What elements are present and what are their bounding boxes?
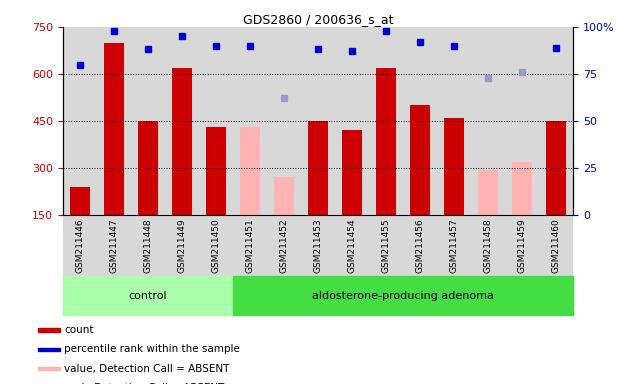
Bar xyxy=(206,127,226,215)
Bar xyxy=(199,27,233,215)
Text: GSM211457: GSM211457 xyxy=(450,218,459,273)
Text: GSM211451: GSM211451 xyxy=(246,218,255,273)
Text: GSM211449: GSM211449 xyxy=(178,218,186,273)
Bar xyxy=(437,27,471,215)
Bar xyxy=(505,27,539,215)
Bar xyxy=(376,68,396,215)
Bar xyxy=(131,27,165,215)
Text: rank, Detection Call = ABSENT: rank, Detection Call = ABSENT xyxy=(64,383,225,384)
Bar xyxy=(38,328,60,332)
Bar xyxy=(38,367,60,371)
Bar xyxy=(172,68,192,215)
Bar xyxy=(512,162,532,215)
Bar xyxy=(104,43,124,215)
Text: GSM211460: GSM211460 xyxy=(552,218,561,273)
Text: GSM211448: GSM211448 xyxy=(144,218,152,273)
Bar xyxy=(410,105,430,215)
Bar xyxy=(308,121,328,215)
Text: GSM211456: GSM211456 xyxy=(416,218,425,273)
Bar xyxy=(38,348,60,351)
Bar xyxy=(233,27,267,215)
Text: control: control xyxy=(129,291,168,301)
Bar xyxy=(165,27,199,215)
Bar xyxy=(267,27,301,215)
Bar xyxy=(240,127,260,215)
Bar xyxy=(138,121,158,215)
Bar xyxy=(403,27,437,215)
Text: GSM211458: GSM211458 xyxy=(484,218,493,273)
Text: value, Detection Call = ABSENT: value, Detection Call = ABSENT xyxy=(64,364,229,374)
Bar xyxy=(97,27,131,215)
Text: count: count xyxy=(64,325,94,335)
Bar xyxy=(63,27,97,215)
Text: aldosterone-producing adenoma: aldosterone-producing adenoma xyxy=(312,291,494,301)
Bar xyxy=(233,276,573,315)
Bar xyxy=(539,27,573,215)
Text: GSM211447: GSM211447 xyxy=(110,218,118,273)
Title: GDS2860 / 200636_s_at: GDS2860 / 200636_s_at xyxy=(243,13,393,26)
Bar xyxy=(342,131,362,215)
Bar xyxy=(478,170,498,215)
Bar xyxy=(546,121,566,215)
Bar xyxy=(335,27,369,215)
Text: GSM211455: GSM211455 xyxy=(382,218,391,273)
Text: GSM211446: GSM211446 xyxy=(76,218,84,273)
Bar xyxy=(63,276,233,315)
Bar xyxy=(369,27,403,215)
Bar xyxy=(70,187,90,215)
Text: GSM211454: GSM211454 xyxy=(348,218,357,273)
Bar xyxy=(274,177,294,215)
Text: GSM211452: GSM211452 xyxy=(280,218,289,273)
Bar xyxy=(471,27,505,215)
Text: GSM211450: GSM211450 xyxy=(212,218,220,273)
Text: percentile rank within the sample: percentile rank within the sample xyxy=(64,344,240,354)
Bar xyxy=(444,118,464,215)
Text: GSM211453: GSM211453 xyxy=(314,218,323,273)
Bar xyxy=(301,27,335,215)
Text: GSM211459: GSM211459 xyxy=(518,218,527,273)
